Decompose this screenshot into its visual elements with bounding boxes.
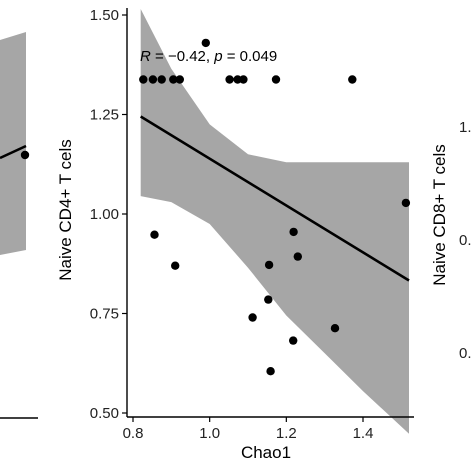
- left-panel: [0, 32, 38, 419]
- center-points: [139, 38, 411, 376]
- data-point: [139, 75, 148, 84]
- x-tick-label: 1.2: [276, 425, 297, 442]
- left-regression-line: [0, 144, 27, 160]
- data-point: [330, 324, 340, 333]
- data-point: [169, 75, 178, 84]
- center-regression-line: [139, 115, 410, 282]
- x-tick-label: 1.4: [353, 425, 374, 442]
- y-axis-ticks: 0.50 0.75 1.00 1.25 1.50: [90, 7, 127, 422]
- data-point: [233, 75, 242, 84]
- left-data-point: [20, 150, 30, 160]
- data-point: [264, 295, 273, 304]
- center-confidence-band: [140, 9, 409, 434]
- x-tick-label: 1.0: [199, 425, 220, 442]
- right-y-tick-label: 1.: [459, 119, 472, 136]
- y-tick-label: 0.50: [90, 405, 119, 422]
- data-point: [239, 75, 248, 84]
- data-point: [171, 261, 180, 270]
- y-tick-label: 1.00: [90, 206, 119, 223]
- left-confidence-band: [0, 32, 26, 255]
- data-point: [150, 230, 159, 239]
- data-point: [293, 252, 302, 261]
- data-point: [148, 75, 158, 84]
- right-y-axis-title: Naive CD8+ T cels: [430, 144, 449, 286]
- x-axis-title: Chao1: [241, 443, 291, 462]
- data-point: [348, 75, 357, 84]
- data-point: [175, 75, 184, 84]
- data-point: [289, 227, 298, 237]
- data-point: [157, 75, 166, 84]
- y-tick-label: 1.25: [90, 107, 119, 124]
- data-point: [266, 367, 275, 376]
- data-point: [401, 198, 411, 208]
- data-point: [264, 260, 274, 270]
- right-y-tick-label: 0.: [459, 232, 472, 249]
- y-tick-label: 1.50: [90, 7, 119, 24]
- data-point: [289, 336, 298, 345]
- center-panel: 0.500.751.001.251.50 0.8 1.0 1.2 1.4 Chao1 …: [56, 7, 414, 462]
- y-axis-title: Naive CD4+ T cels: [56, 139, 75, 281]
- correlation-annotation: R = −0.42, p = 0.049: [140, 48, 277, 65]
- data-point: [225, 75, 234, 84]
- x-tick-label: 0.8: [123, 425, 144, 442]
- right-y-tick-label: 0.: [459, 345, 472, 362]
- data-point: [201, 38, 210, 48]
- right-panel: Naive CD8+ T cels 1. 0. 0.: [430, 119, 472, 362]
- y-tick-label: 0.75: [90, 306, 119, 323]
- data-point: [271, 75, 281, 84]
- data-point: [248, 313, 257, 322]
- x-axis-ticks: 0.8 1.0 1.2 1.4: [123, 417, 374, 442]
